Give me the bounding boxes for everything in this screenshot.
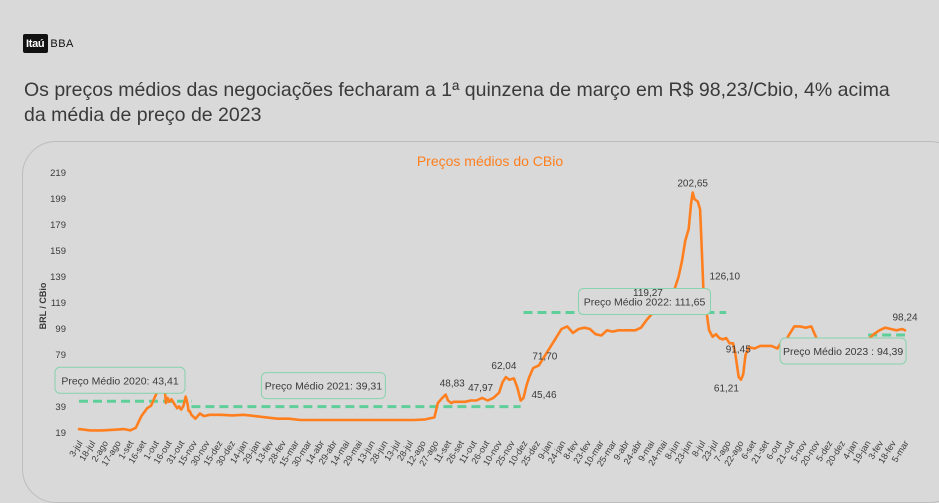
data-label: 45,46 <box>532 390 557 401</box>
y-tick-label: 19 <box>55 428 66 439</box>
logo-text: BBA <box>50 37 74 50</box>
data-label: 71,70 <box>532 351 557 362</box>
average-label: Preço Médio 2020: 43,41 <box>61 375 178 387</box>
y-tick-label: 199 <box>50 194 66 205</box>
y-tick-label: 219 <box>50 168 66 179</box>
page-headline: Os preços médios das negociações fechara… <box>24 79 890 126</box>
y-axis-label: BRL / CBio <box>38 282 48 329</box>
data-label: 91,45 <box>726 344 751 355</box>
average-label: Preço Médio 2021: 39,31 <box>265 381 382 393</box>
average-label-box <box>779 337 907 365</box>
y-tick-label: 99 <box>55 324 66 335</box>
data-label: 62,04 <box>491 361 516 372</box>
average-label-box <box>54 366 186 394</box>
data-label: 98,24 <box>892 312 917 323</box>
y-tick-label: 179 <box>50 220 66 231</box>
data-label: 119,27 <box>633 288 663 299</box>
average-label-box <box>578 288 712 316</box>
chart-title: Preços médios do CBio <box>417 153 564 169</box>
data-label: 126,10 <box>709 272 740 283</box>
average-label-box <box>260 372 386 400</box>
y-tick-label: 139 <box>50 272 66 283</box>
itau-bba-logo: Itaú BBA <box>23 34 74 53</box>
logo-mark: Itaú <box>23 34 49 53</box>
data-label: 47,97 <box>468 383 493 394</box>
average-label: Preço Médio 2023 : 94,39 <box>783 346 903 358</box>
y-tick-label: 79 <box>55 350 66 361</box>
data-label: 202,65 <box>677 179 708 190</box>
data-label: 61,21 <box>714 384 739 395</box>
y-tick-label: 119 <box>51 298 66 309</box>
cbio-price-series <box>77 191 907 432</box>
data-label: 48,83 <box>440 379 465 390</box>
y-tick-label: 159 <box>50 246 66 257</box>
y-tick-label: 39 <box>55 402 66 413</box>
average-label: Preço Médio 2022: 111,65 <box>584 297 706 309</box>
